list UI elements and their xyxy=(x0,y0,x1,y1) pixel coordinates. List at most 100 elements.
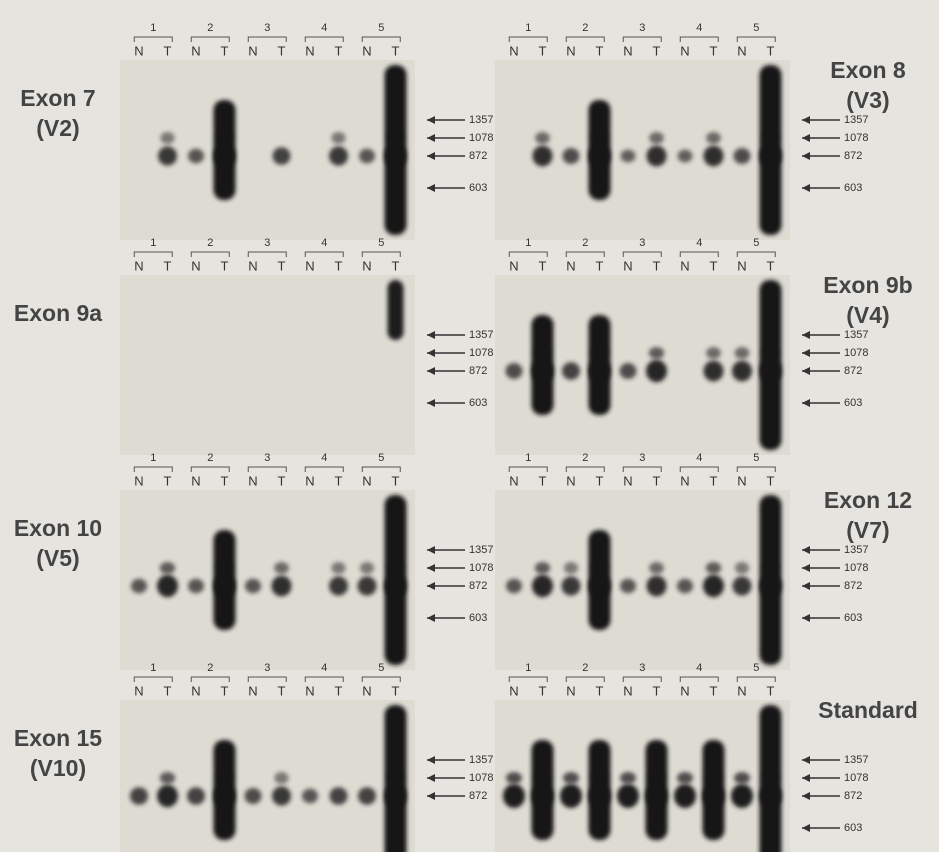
lane-bracket xyxy=(304,251,344,257)
smear xyxy=(213,740,236,840)
band xyxy=(732,576,752,596)
arrow-head xyxy=(802,614,810,622)
band xyxy=(646,359,667,383)
band xyxy=(331,562,346,574)
lane-group-label: 2 xyxy=(582,22,588,34)
panel-label: Exon 15 xyxy=(14,725,102,751)
marker-label: 603 xyxy=(469,397,487,409)
panel-sublabel: (V5) xyxy=(36,545,79,571)
band xyxy=(733,148,751,164)
marker-label: 1357 xyxy=(469,114,493,126)
lane-letter: N xyxy=(248,43,257,58)
lane-group-label: 3 xyxy=(264,22,270,34)
marker-label: 1078 xyxy=(844,772,868,784)
lane-letter: T xyxy=(539,258,547,273)
marker-label: 1357 xyxy=(844,329,868,341)
lane-letter: T xyxy=(539,473,547,488)
lane-bracket xyxy=(361,36,401,42)
lane-letter: N xyxy=(680,473,689,488)
marker-label: 603 xyxy=(469,612,487,624)
marker-label: 1078 xyxy=(469,347,493,359)
band xyxy=(130,787,148,805)
arrow-head xyxy=(802,331,810,339)
lane-bracket xyxy=(190,676,230,682)
smear xyxy=(759,65,782,235)
lane-letter: N xyxy=(509,43,518,58)
band xyxy=(619,363,637,379)
band xyxy=(677,149,693,163)
lane-letter: N xyxy=(566,473,575,488)
band xyxy=(562,362,580,380)
lane-group-label: 5 xyxy=(378,452,384,464)
lane-group-label: 4 xyxy=(321,662,327,674)
lane-letter: N xyxy=(191,258,200,273)
lane-group-label: 2 xyxy=(207,662,213,674)
lane-letter: N xyxy=(623,258,632,273)
band xyxy=(157,574,178,598)
panel-label: Standard xyxy=(818,697,918,723)
lane-group-label: 4 xyxy=(321,452,327,464)
arrow-head xyxy=(427,564,435,572)
lane-letter: T xyxy=(221,683,229,698)
lane-group-label: 3 xyxy=(639,22,645,34)
lane-letter: N xyxy=(191,683,200,698)
smear xyxy=(531,315,554,415)
lane-bracket xyxy=(247,251,287,257)
smear xyxy=(213,530,236,630)
smear xyxy=(588,100,611,200)
lane-group-label: 4 xyxy=(696,662,702,674)
lane-group-label: 3 xyxy=(264,452,270,464)
band xyxy=(329,146,348,166)
lane-group-label: 2 xyxy=(582,452,588,464)
lane-letter: T xyxy=(710,258,718,273)
lane-letter: T xyxy=(767,683,775,698)
arrow-head xyxy=(427,184,435,192)
lane-group-label: 3 xyxy=(264,237,270,249)
band xyxy=(274,772,289,784)
marker-label: 872 xyxy=(844,365,862,377)
panel-label: Exon 8 xyxy=(830,57,906,83)
smear xyxy=(759,495,782,665)
panel-sublabel: (V2) xyxy=(36,115,79,141)
lane-bracket xyxy=(190,36,230,42)
smear xyxy=(588,740,611,840)
lane-bracket xyxy=(736,466,776,472)
marker-label: 872 xyxy=(469,150,487,162)
band xyxy=(271,575,292,597)
panel-sublabel: (V4) xyxy=(846,302,889,328)
lane-letter: N xyxy=(191,473,200,488)
lane-letter: N xyxy=(680,683,689,698)
lane-letter: T xyxy=(710,473,718,488)
lane-letter: T xyxy=(653,683,661,698)
band xyxy=(359,148,375,164)
lane-bracket xyxy=(508,676,548,682)
gel xyxy=(120,275,415,455)
band xyxy=(131,578,147,594)
lane-letter: N xyxy=(737,43,746,58)
lane-bracket xyxy=(565,36,605,42)
band xyxy=(561,576,581,596)
lane-letter: N xyxy=(305,258,314,273)
band xyxy=(731,784,753,808)
band xyxy=(245,578,261,594)
smear xyxy=(759,705,782,852)
lane-group-label: 1 xyxy=(525,662,531,674)
arrow-head xyxy=(802,824,810,832)
lane-bracket xyxy=(679,251,719,257)
smear xyxy=(384,65,407,235)
arrow-head xyxy=(427,349,435,357)
panel-label: Exon 9b xyxy=(823,272,912,298)
band xyxy=(532,145,553,167)
band xyxy=(646,575,667,597)
band xyxy=(703,574,724,598)
lane-letter: T xyxy=(653,258,661,273)
lane-bracket xyxy=(508,251,548,257)
band xyxy=(705,562,722,574)
band xyxy=(272,786,291,806)
marker-label: 603 xyxy=(844,182,862,194)
lane-letter: N xyxy=(248,683,257,698)
smear xyxy=(588,315,611,415)
arrow-head xyxy=(802,134,810,142)
marker-label: 872 xyxy=(469,790,487,802)
